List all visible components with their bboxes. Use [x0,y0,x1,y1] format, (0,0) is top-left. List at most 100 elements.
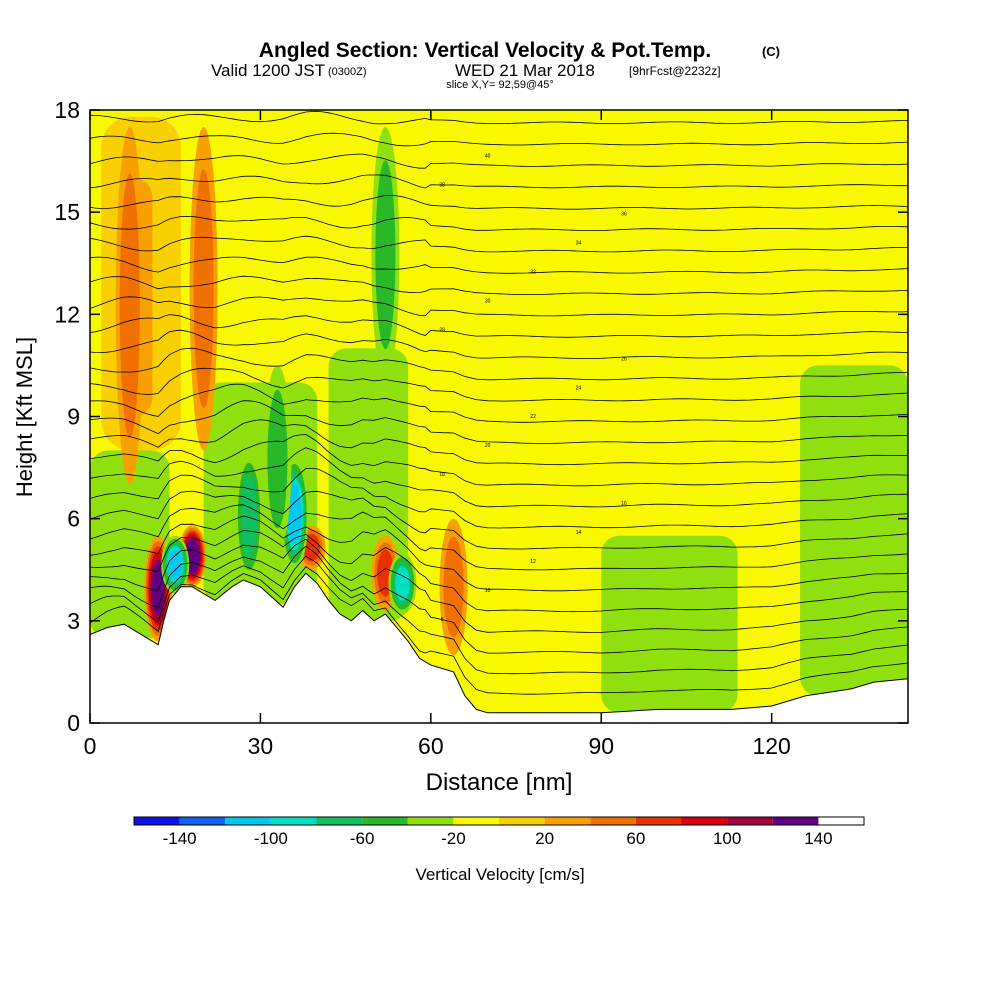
updraft-band [151,562,165,615]
theta-contour [90,174,908,189]
y-tick-label: 3 [67,608,80,634]
chart-title-unit: (C) [762,44,780,59]
theta-contour [90,545,908,654]
subtitle-prefix: Valid 1200 JST [211,61,325,80]
theta-contour-label: 16 [621,501,627,507]
updraft-band [119,173,140,439]
colorbar-swatch [362,817,408,825]
x-tick-label: 0 [84,733,97,759]
x-axis-label: Distance [nm] [426,769,573,796]
plot-area: 8 10 12 14 16 18 20 22 24 26 28 30 32 34 36 38 40 [90,110,908,723]
theta-contour-label: 18 [439,472,445,478]
colorbar-swatch [499,817,545,825]
terrain [90,572,908,723]
theta-contour [90,555,908,675]
theta-contour [90,530,908,613]
colorbar-swatch [590,817,636,825]
downdraft-band [375,160,396,350]
theta-contour-label: 38 [439,183,445,189]
y-tick-label: 15 [54,199,80,225]
x-tick-label: 90 [588,733,614,759]
theta-contour [90,195,908,210]
theta-contour [90,132,908,147]
theta-contour-label: 20 [485,443,491,449]
colorbar-swatch [134,817,180,825]
theta-contour-label: 40 [485,154,491,160]
y-tick-label: 9 [67,404,80,430]
theta-contour-label: 30 [485,298,491,304]
y-tick-label: 6 [67,506,80,532]
theta-contour-layer [90,110,908,695]
theta-contour [90,314,908,338]
colorbar-swatch [453,817,499,825]
subtitle-date: WED 21 Mar 2018 [455,61,595,80]
downdraft-band [395,566,410,601]
colorbar-swatch [727,817,773,825]
colorbar-swatch [270,817,317,825]
colorbar-frame [133,816,865,826]
colorbar-tick-label: 100 [713,829,741,848]
colorbar-label: Vertical Velocity [cm/s] [415,865,584,884]
colorbar-tick-label: -60 [350,829,375,848]
colorbar-tick-label: -100 [254,829,288,848]
theta-contour [90,110,908,125]
theta-contour [90,434,908,487]
updraft-band [193,169,214,409]
theta-contour-label: 24 [576,385,582,391]
theta-contour [90,329,908,359]
theta-contour-label: 34 [576,241,582,247]
colorbar-swatch [544,817,591,825]
downdraft-band [168,549,182,580]
y-axis-label: Height [Kft MSL] [12,337,37,497]
colorbar-swatch [407,817,454,825]
colorbar-swatch [681,817,728,825]
theta-contour [90,367,908,402]
colorbar-swatch [635,817,682,825]
y-tick-label: 12 [54,301,80,327]
theta-contour [90,275,908,295]
theta-contour-label: 22 [530,414,536,420]
theta-contour [90,515,908,592]
colorbar-tick-label: -20 [441,829,466,848]
theta-contour [90,347,908,381]
theta-contour [90,400,908,444]
weak-downdraft-region [800,365,908,696]
colorbar-swatch [225,817,271,825]
theta-contour [90,468,908,529]
subtitle-forecast: [9hrFcst@2232z] [629,64,721,78]
theta-contour [90,256,908,274]
theta-contour-label: 8 [441,617,444,623]
x-axis: 0 30 60 90 120 [84,110,791,759]
theta-contour-label: 14 [576,530,582,536]
theta-contour [90,419,908,466]
colorbar: -140 -100 -60 -20 20 60 100 140 [133,816,865,848]
theta-contour-labels: 8 10 12 14 16 18 20 22 24 26 28 30 32 34 36 38 40 [439,154,627,623]
colorbar-tick-label: -140 [163,829,197,848]
colorbar-swatch [316,817,363,825]
theta-contour [90,447,908,508]
theta-contour [90,153,908,169]
downdraft-band [287,483,302,544]
theta-contour-label: 32 [530,269,536,275]
colorbar-swatch [179,817,226,825]
theta-contour [90,538,908,633]
chart-title: Angled Section: Vertical Velocity & Pot.… [259,39,711,62]
theta-contour-label: 26 [621,356,627,362]
theta-contour-label: 36 [621,212,627,218]
theta-contour [90,566,908,695]
y-tick-label: 18 [54,97,80,123]
chart-subtitle: Valid 1200 JST (0300Z) WED 21 Mar 2018 [… [211,61,721,80]
theta-contour-label: 10 [485,588,491,594]
theta-contour [90,504,908,571]
x-tick-label: 60 [418,733,444,759]
theta-contour [90,296,908,317]
theta-contour [90,383,908,423]
x-tick-label: 120 [752,733,790,759]
downdraft-band [267,389,288,529]
weak-downdraft-region [601,535,738,713]
theta-contour-label: 28 [439,327,445,333]
colorbar-swatch [772,817,819,825]
theta-contour-label: 12 [530,559,536,565]
